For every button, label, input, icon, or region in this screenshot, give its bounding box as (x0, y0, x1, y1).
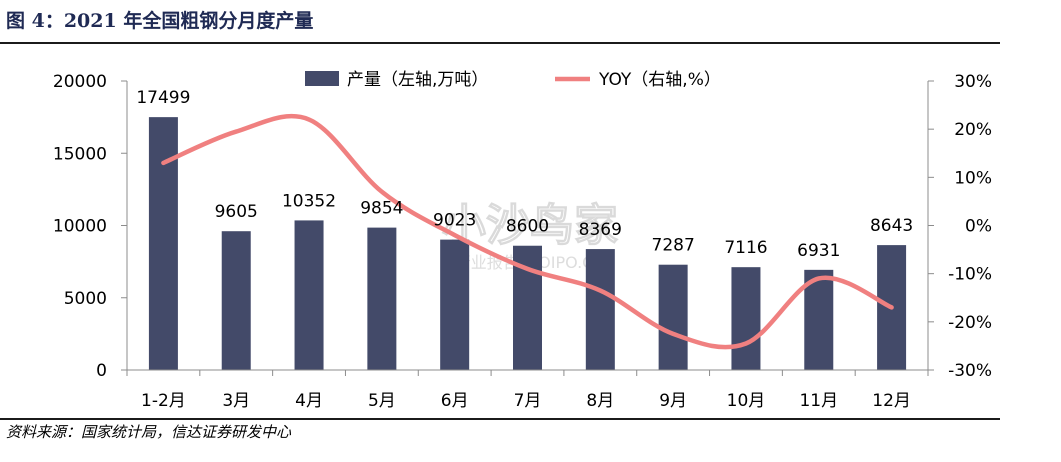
bar-data-label: 9854 (360, 199, 403, 219)
bar-data-label: 17499 (136, 88, 190, 108)
x-tick-label: 5月 (368, 391, 396, 411)
x-tick-label: 10月 (727, 391, 766, 411)
legend-bar-label: 产量（左轴,万吨） (347, 70, 488, 90)
y-left-tick-label: 0 (96, 361, 107, 381)
bar-5 (440, 239, 470, 370)
bar-data-label: 10352 (282, 191, 336, 211)
y-left-tick-label: 20000 (53, 72, 107, 92)
bar-data-label: 9023 (433, 211, 476, 231)
bar-data-label: 8643 (870, 216, 913, 236)
x-tick-label: 9月 (659, 391, 687, 411)
legend-line-label: YOY（右轴,%） (598, 70, 721, 90)
x-tick-label: 4月 (295, 391, 323, 411)
bar-10 (804, 269, 834, 370)
y-left-tick-label: 15000 (53, 144, 107, 164)
x-tick-label: 7月 (514, 391, 542, 411)
bar-data-label: 7287 (652, 236, 695, 256)
y-right-tick-label: -20% (948, 313, 992, 333)
y-left-tick-label: 5000 (64, 289, 107, 309)
x-tick-label: 12月 (872, 391, 911, 411)
bottom-rule (0, 418, 1000, 420)
bar-1 (148, 117, 178, 370)
bar-7 (585, 249, 615, 370)
watermark-main: 小沙鸟家 (442, 200, 618, 251)
x-tick-label: 1-2月 (141, 391, 186, 411)
y-left-tick-label: 10000 (53, 217, 107, 237)
source-note: 资料来源：国家统计局，信达证券研发中心 (6, 423, 292, 441)
bar-9 (731, 267, 761, 370)
line-series (161, 113, 894, 350)
bar-8 (658, 264, 688, 370)
bar-data-label: 7116 (724, 238, 767, 258)
bar-data-label: 8369 (579, 220, 622, 240)
y-right-tick-label: -30% (948, 361, 992, 381)
x-tick-label: 6月 (441, 391, 469, 411)
top-rule (0, 42, 1000, 44)
bar-3 (294, 220, 324, 370)
bar-series (148, 117, 907, 370)
y-right-tick-label: 0% (965, 217, 992, 237)
x-tick-label: 8月 (586, 391, 614, 411)
y-right-tick-label: 30% (954, 72, 992, 92)
x-tick-label: 11月 (799, 391, 838, 411)
bar-data-label: 6931 (797, 241, 840, 261)
axes: 0 5000 10000 15000 20000 -30% -20% -10% 0% 10% 20%… (53, 72, 992, 411)
y-right-tick-label: 20% (954, 120, 992, 140)
bar-data-label: 9605 (215, 202, 258, 222)
y-right-tick-label: 10% (954, 168, 992, 188)
legend-bar-swatch (305, 71, 339, 86)
legend: 产量（左轴,万吨） YOY（右轴,%） (305, 70, 721, 90)
bar-2 (221, 231, 251, 370)
data-labels: 17499 9605 10352 9854 9023 8600 8369 7287 7116 69… (136, 88, 913, 261)
bar-4 (367, 227, 397, 370)
y-right-tick-label: -10% (948, 265, 992, 285)
figure-title: 图 4：2021 年全国粗钢分月度产量 (6, 10, 314, 32)
bar-data-label: 8600 (506, 217, 549, 237)
x-tick-label: 3月 (222, 391, 250, 411)
